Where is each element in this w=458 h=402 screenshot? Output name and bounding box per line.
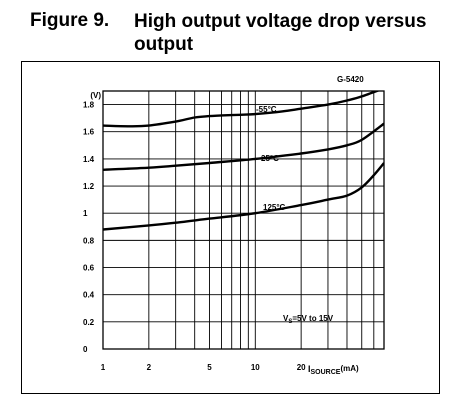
y-tick-label: 1.2: [83, 182, 95, 191]
y-tick-label: 1.4: [83, 155, 95, 164]
x-label-unit: (mA): [340, 364, 359, 373]
series-label-125: 125°C: [263, 203, 286, 212]
figure-number: Figure 9.: [30, 10, 110, 31]
series-label-minus55: -55°C: [256, 105, 277, 114]
y-tick-label: 1.6: [83, 128, 95, 137]
svg-text:ISOURCE(mA): ISOURCE(mA): [308, 364, 359, 376]
y-tick-label: 0: [83, 345, 88, 354]
x-axis-label: ISOURCE(mA): [308, 364, 359, 376]
y-tick-label: 0.8: [83, 236, 95, 245]
svg-text:VS=5V to 15V: VS=5V to 15V: [283, 314, 334, 325]
voltage-drop-chart: 0 0.2 0.4 0.6 0.8 1 1.2 1.4 1.6 1.8 1 2 5 10 20 G-542…: [21, 61, 440, 394]
x-label-main: I: [308, 364, 311, 374]
series-lines: [103, 91, 384, 231]
x-tick-label: 1: [101, 363, 106, 372]
x-label-sub: SOURCE: [311, 369, 341, 376]
chart-border: [21, 61, 440, 394]
condition-rest: =5V to 15V: [292, 314, 333, 323]
chart-code: G-5420: [337, 75, 364, 84]
y-tick-labels: 0 0.2 0.4 0.6 0.8 1 1.2 1.4 1.6 1.8: [83, 101, 95, 354]
series-line-1: [103, 122, 384, 171]
y-unit-label: (V): [90, 91, 101, 100]
y-tick-label: 0.4: [83, 291, 95, 300]
y-tick-label: 0.6: [83, 264, 95, 273]
grid: [103, 91, 384, 349]
plot-area-border: [102, 90, 385, 350]
y-tick-label: 1: [83, 209, 88, 218]
series-line-0: [103, 91, 381, 128]
chart-frame: 0 0.2 0.4 0.6 0.8 1 1.2 1.4 1.6 1.8 1 2 5 10 20 G-542…: [21, 61, 440, 394]
x-tick-label: 10: [251, 363, 260, 372]
x-tick-label: 5: [207, 363, 212, 372]
y-tick-label: 1.8: [83, 101, 95, 110]
condition-note: VS=5V to 15V: [283, 314, 334, 325]
figure-caption: High output voltage drop versus output: [134, 11, 427, 55]
condition-main: V: [283, 314, 289, 323]
x-tick-label: 2: [147, 363, 152, 372]
x-tick-labels: 1 2 5 10 20: [101, 363, 306, 372]
x-tick-label: 20: [297, 363, 306, 372]
series-label-25: 25°C: [261, 154, 279, 163]
y-tick-label: 0.2: [83, 318, 95, 327]
condition-sub: S: [288, 319, 292, 325]
series-line-2: [103, 162, 384, 231]
